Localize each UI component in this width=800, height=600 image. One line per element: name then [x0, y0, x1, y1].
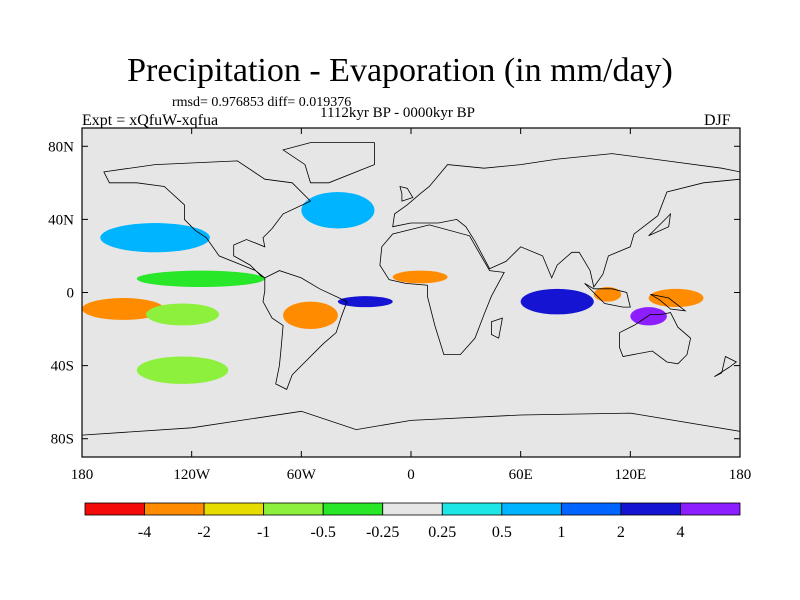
y-axis: 80N 40N 0 40S 80S — [48, 139, 740, 448]
colorbar-box — [144, 502, 205, 516]
y-tick-label: 80S — [51, 432, 74, 448]
coastline-japan — [648, 212, 672, 237]
colorbar-box — [620, 502, 681, 516]
coastline-new-guinea — [650, 293, 687, 312]
coastline-australia — [619, 312, 692, 365]
field-region-central-pacific-mid — [145, 303, 220, 326]
colorbar-label: -1 — [257, 524, 270, 541]
x-tick-label: 0 — [407, 467, 415, 483]
field-region-indian-ocean-wet — [520, 288, 594, 315]
colorbar: -4 -2 -1 -0.5 -0.25 0.25 0.5 1 2 4 — [84, 502, 741, 541]
x-tick-label: 180 — [71, 467, 94, 483]
colorbar-box — [84, 502, 145, 516]
field-region-north-atlantic-wet — [301, 191, 375, 229]
field-region-north-pacific-wet — [100, 223, 210, 253]
colorbar-label: -0.25 — [366, 524, 399, 541]
x-tick-label: 60W — [287, 467, 317, 483]
colorbar-box — [203, 502, 265, 516]
coastline-south-america — [262, 270, 348, 390]
coastline-indonesia — [584, 283, 631, 308]
stats-label: rmsd= 0.976853 diff= 0.019376 — [172, 95, 352, 110]
field-region-southern-ocean-dry — [136, 356, 229, 384]
colorbar-label: 0.25 — [428, 524, 456, 541]
coastline-greenland — [282, 142, 375, 184]
field-region-atlantic-itcz-wet — [337, 296, 393, 308]
colorbar-label: -4 — [138, 524, 151, 541]
x-tick-label: 120W — [173, 467, 211, 483]
experiment-label: Expt = xQfuW-xqfua — [82, 112, 219, 129]
coastline-madagascar — [491, 317, 503, 339]
x-axis: 180 120W 60W 0 60E 120E 180 — [71, 128, 752, 483]
coastline-africa — [379, 224, 505, 355]
x-tick-label: 180 — [729, 467, 752, 483]
colorbar-label: -0.5 — [311, 524, 336, 541]
y-tick-label: 40N — [48, 212, 74, 228]
colorbar-label: 4 — [676, 524, 684, 541]
field-region-south-pacific-wet — [630, 307, 667, 326]
colorbar-box — [322, 502, 384, 516]
field-region-central-pacific-dry — [82, 297, 165, 320]
coastline-great-britain — [399, 185, 414, 202]
coastline-new-zealand — [714, 355, 738, 377]
x-tick-label: 120E — [614, 467, 646, 483]
x-tick-label: 60E — [509, 467, 533, 483]
season-label: DJF — [704, 112, 731, 129]
colorbar-box — [382, 502, 443, 516]
coastline-eurasia — [392, 153, 741, 288]
field-region-amazon-dry — [283, 301, 338, 330]
coastline-north-america — [103, 160, 312, 279]
pe-field — [82, 128, 740, 457]
colorbar-box — [680, 502, 741, 516]
field-background — [82, 128, 740, 457]
colorbar-label: -2 — [197, 524, 210, 541]
period-label: 1112kyr BP - 0000kyr BP — [320, 105, 476, 121]
colorbar-label: 2 — [617, 524, 625, 541]
colorbar-box — [560, 502, 622, 516]
field-region-itcz-pacific — [136, 270, 265, 288]
y-tick-label: 40S — [51, 359, 74, 375]
colorbar-box — [441, 502, 503, 516]
colorbar-label: 1 — [557, 524, 565, 541]
y-tick-label: 0 — [67, 286, 75, 302]
field-region-sahel-dry — [392, 270, 448, 284]
field-region-maritime-dry — [593, 287, 622, 302]
y-tick-label: 80N — [48, 139, 74, 155]
colorbar-box — [263, 502, 324, 516]
colorbar-label: 0.5 — [492, 524, 512, 541]
chart-title: Precipitation - Evaporation (in mm/day) — [127, 52, 673, 89]
colorbar-box — [501, 502, 562, 516]
